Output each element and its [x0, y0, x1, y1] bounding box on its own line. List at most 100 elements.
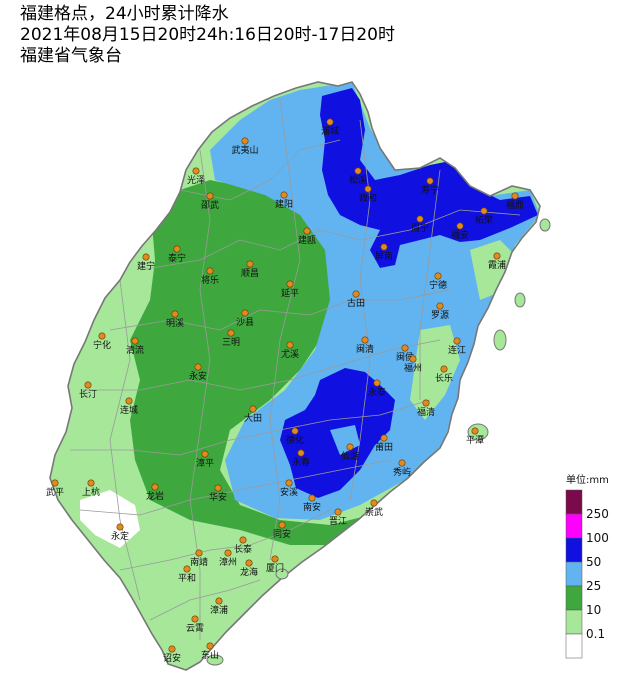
station-marker: [51, 479, 59, 487]
city-label: 平和: [178, 573, 196, 584]
title-block: 福建格点，24小时累计降水 2021年08月15日20时24h:16日20时-1…: [20, 4, 395, 67]
station-17: 泰宁: [168, 245, 186, 264]
station-21: 延平: [281, 280, 299, 299]
city-label: 松溪: [349, 174, 367, 186]
station-8: 邵武: [201, 192, 219, 211]
station-marker: [245, 559, 253, 567]
station-marker: [436, 302, 444, 310]
station-47: 秀屿: [393, 459, 411, 478]
station-10: 周宁: [411, 215, 429, 234]
station-53: 南安: [303, 494, 321, 513]
station-marker: [201, 450, 209, 458]
city-label: 柘荣: [475, 214, 493, 226]
station-9: 建阳: [275, 191, 293, 210]
city-label: 诏安: [163, 652, 181, 664]
city-label: 清流: [126, 344, 144, 356]
county-line: [79, 459, 391, 516]
city-label: 周宁: [411, 222, 429, 234]
map-period: 2021年08月15日20时24h:16日20时-17日20时: [20, 25, 395, 45]
station-marker: [373, 379, 381, 387]
station-28: 三明: [222, 329, 240, 348]
station-marker: [380, 243, 388, 251]
station-20: 古田: [347, 290, 365, 309]
station-marker: [168, 645, 176, 653]
city-label: 沙县: [236, 317, 254, 328]
city-label: 尤溪: [281, 348, 299, 360]
station-marker: [142, 253, 150, 261]
city-label: 龙海: [240, 566, 258, 578]
station-marker: [471, 427, 479, 435]
city-label: 崇武: [365, 506, 383, 518]
station-67: 东山: [201, 642, 219, 661]
station-30: 闽清: [356, 336, 374, 355]
station-57: 同安: [273, 521, 291, 540]
city-label: 闽侯: [396, 351, 414, 363]
county-line: [419, 169, 441, 400]
city-label: 福州: [404, 362, 422, 374]
city-label: 连江: [448, 344, 466, 356]
legend-swatch: [565, 489, 583, 515]
station-49: 上杭: [82, 479, 100, 498]
city-label: 光泽: [187, 174, 205, 186]
station-59: 南靖: [190, 549, 208, 568]
station-64: 漳浦: [210, 597, 228, 616]
station-marker: [426, 177, 434, 185]
station-48: 武平: [46, 479, 64, 498]
station-11: 柘荣: [475, 207, 493, 226]
city-label: 永定: [111, 530, 129, 542]
city-label: 秀屿: [393, 466, 411, 478]
city-label: 长泰: [234, 543, 252, 555]
station-marker: [434, 272, 442, 280]
city-label: 顺昌: [241, 268, 259, 279]
station-marker: [280, 191, 288, 199]
city-label: 同安: [273, 528, 291, 540]
city-label: 宁化: [93, 339, 111, 351]
station-25: 沙县: [236, 309, 254, 328]
city-label: 安溪: [280, 486, 298, 498]
legend-swatch-none: [565, 633, 583, 659]
station-14: 屏南: [375, 243, 393, 262]
station-33: 福州: [404, 355, 422, 374]
city-label: 古田: [347, 297, 365, 309]
county-line: [109, 289, 451, 331]
station-marker: [227, 329, 235, 337]
city-label: 建瓯: [298, 234, 316, 246]
city-label: 明溪: [166, 317, 184, 329]
station-38: 连城: [120, 397, 138, 416]
station-66: 诏安: [163, 645, 181, 664]
city-label: 永春: [292, 456, 310, 468]
station-55: 晋江: [329, 508, 347, 527]
station-52: 安溪: [280, 479, 298, 498]
station-marker: [151, 483, 159, 491]
station-4: 政和: [359, 185, 377, 204]
city-label: 武夷山: [231, 144, 258, 156]
city-label: 长乐: [435, 372, 453, 384]
city-label: 大田: [244, 412, 262, 424]
city-label: 永泰: [368, 386, 386, 398]
city-label: 政和: [359, 192, 377, 204]
station-marker: [192, 167, 200, 175]
station-marker: [183, 565, 191, 573]
station-marker: [171, 310, 179, 318]
county-line: [109, 279, 141, 601]
city-label: 福安: [451, 229, 469, 241]
station-16: 建宁: [137, 253, 155, 272]
city-label: 漳平: [196, 457, 214, 469]
city-label: 德化: [286, 434, 304, 446]
station-15: 霞浦: [488, 252, 506, 271]
station-41: 德化: [286, 427, 304, 446]
station-5: 寿宁: [421, 177, 439, 196]
city-label: 上杭: [82, 486, 100, 498]
station-marker: [249, 405, 257, 413]
legend-swatch: [565, 561, 583, 587]
station-marker: [440, 365, 448, 373]
city-label: 仙游: [341, 450, 359, 462]
station-marker: [98, 332, 106, 340]
station-marker: [214, 484, 222, 492]
station-50: 龙岩: [146, 483, 164, 502]
city-label: 霞浦: [488, 259, 506, 271]
station-24: 明溪: [166, 310, 184, 329]
city-label: 浦城: [321, 125, 339, 137]
